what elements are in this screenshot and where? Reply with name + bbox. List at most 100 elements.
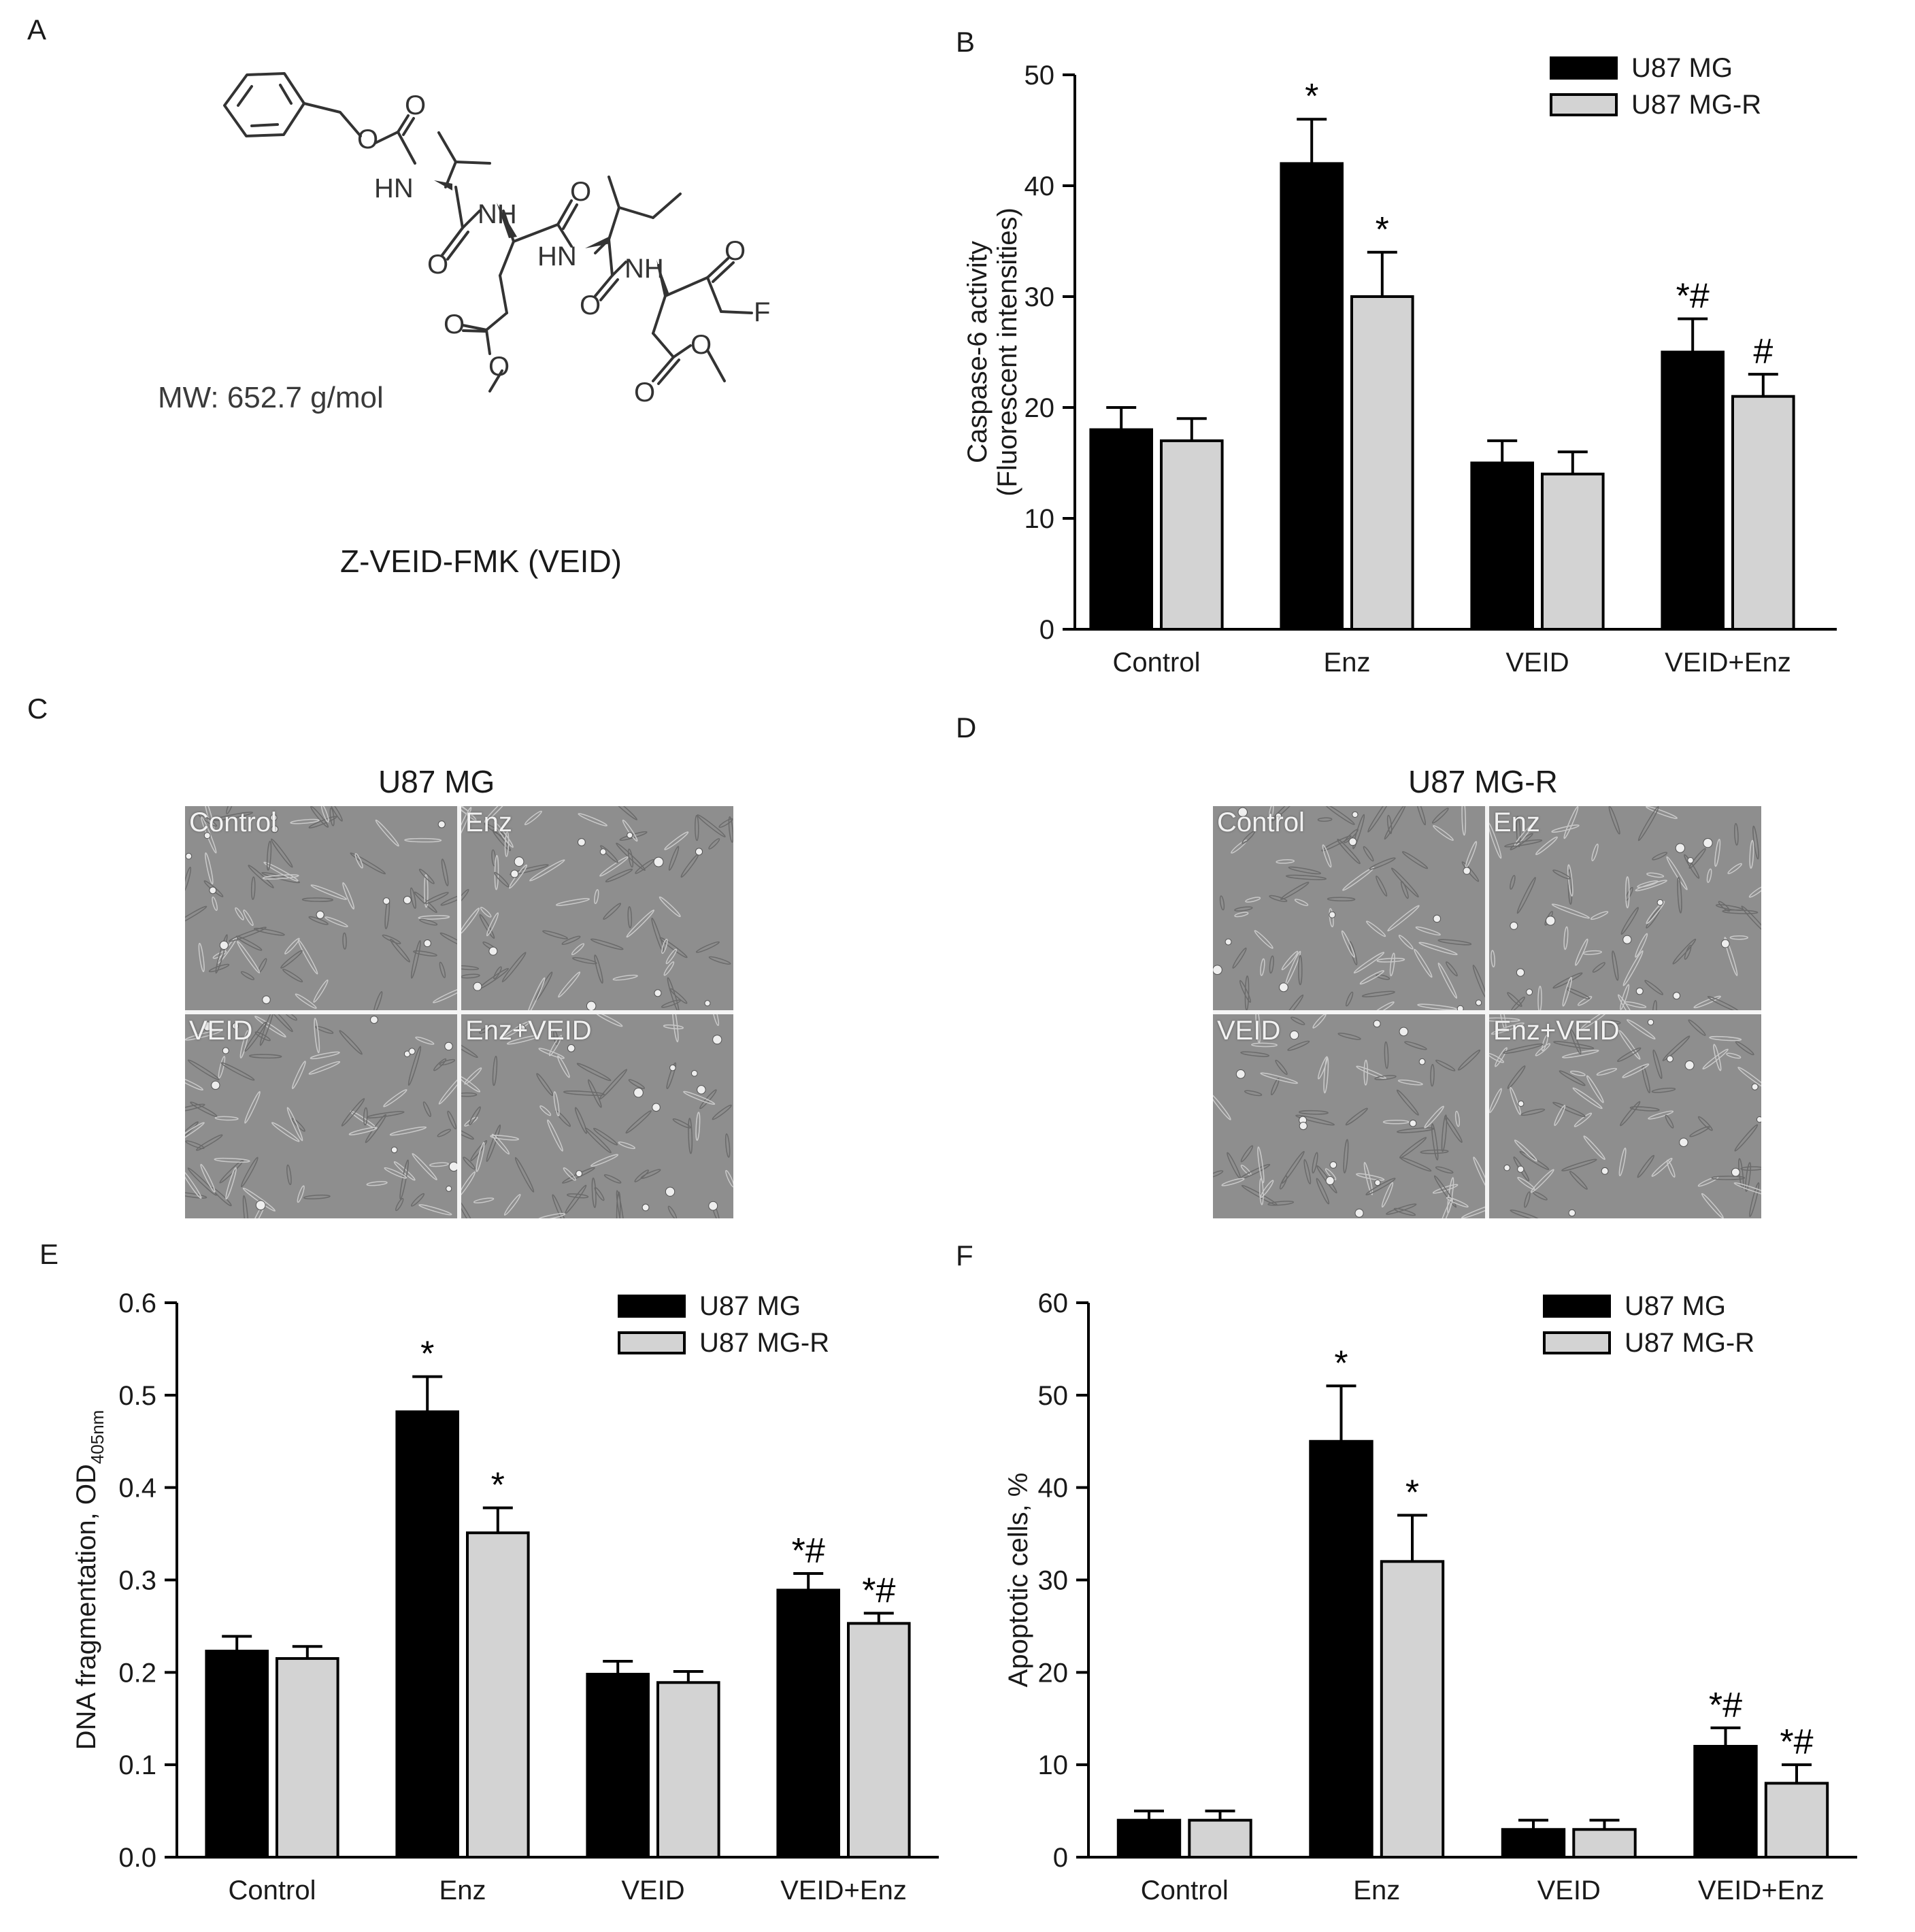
cell-body <box>586 1001 597 1010</box>
cell-shape <box>461 1092 478 1097</box>
cell-shape <box>1376 973 1391 980</box>
cell-body <box>185 852 193 860</box>
cell-shape <box>605 869 633 883</box>
micrograph-u87r-enz: Enz <box>1489 806 1761 1010</box>
cell-shape <box>208 963 230 973</box>
cell-shape <box>1729 935 1748 940</box>
cell-shape <box>1242 831 1256 844</box>
cell-shape <box>1569 1070 1586 1076</box>
cell-shape <box>664 831 689 850</box>
y-tick-label: 20 <box>1038 1658 1069 1688</box>
cell-body <box>1354 1208 1364 1218</box>
y-tick-label: 40 <box>1025 171 1055 201</box>
bar <box>1188 1818 1252 1859</box>
cell-shape <box>1342 867 1375 891</box>
cell-shape <box>215 934 228 974</box>
cell-shape <box>1363 846 1374 862</box>
legend-label: U87 MG-R <box>1631 90 1761 120</box>
cell-shape <box>185 1076 204 1090</box>
cell-shape <box>493 966 502 980</box>
x-tick-label: VEID+Enz <box>1698 1876 1825 1905</box>
cell-shape <box>1473 1156 1485 1194</box>
cell-body <box>708 1201 718 1211</box>
cell-body <box>1237 807 1248 818</box>
cell-shape <box>484 806 512 823</box>
cell-body <box>1516 968 1525 977</box>
cell-shape <box>1353 952 1385 973</box>
cell-body <box>1329 911 1336 918</box>
cell-shape <box>185 1122 205 1145</box>
cell-shape <box>1623 1001 1647 1008</box>
cell-shape <box>185 1029 222 1041</box>
cell-shape <box>433 1058 447 1071</box>
cell-shape <box>1573 1112 1593 1127</box>
cell-body <box>1352 811 1359 818</box>
cell-shape <box>1666 856 1688 890</box>
cell-shape <box>1317 1056 1328 1080</box>
y-tick-label: 30 <box>1038 1566 1069 1596</box>
cell-shape <box>1651 1157 1673 1177</box>
cell-shape <box>490 1135 520 1141</box>
cell-shape <box>284 1014 297 1021</box>
cell-shape <box>1324 806 1355 825</box>
cell-shape <box>1552 869 1571 880</box>
cell-shape <box>1401 851 1429 869</box>
cell-shape <box>185 1121 199 1144</box>
cell-shape <box>659 896 681 918</box>
cell-shape <box>1457 1049 1481 1071</box>
cell-shape <box>661 938 668 954</box>
cell-culture-texture <box>1213 806 1485 1010</box>
cell-shape <box>1232 947 1247 969</box>
cell-shape <box>1424 1105 1444 1129</box>
micrograph-label: VEID <box>189 1016 253 1046</box>
cell-shape <box>1517 1176 1535 1190</box>
cell-shape <box>270 838 293 868</box>
cell-shape <box>235 907 244 920</box>
significance-marker: * <box>1405 1473 1419 1512</box>
cell-shape <box>712 1104 732 1120</box>
cell-body <box>444 1042 453 1051</box>
cell-shape <box>383 1089 407 1107</box>
cell-shape <box>250 1201 267 1218</box>
cell-shape <box>524 810 542 825</box>
cell-shape <box>1551 903 1591 919</box>
cell-shape <box>600 845 618 863</box>
cell-body <box>1399 1027 1409 1037</box>
bar <box>1280 162 1344 631</box>
cell-shape <box>242 1195 249 1218</box>
cell-shape <box>240 1156 259 1188</box>
cell-shape <box>1441 1114 1448 1152</box>
bar <box>466 1531 530 1859</box>
cell-shape <box>627 848 634 868</box>
cell-shape <box>697 814 726 837</box>
cell-shape <box>552 1194 567 1218</box>
cell-shape <box>212 812 254 821</box>
x-tick-label: VEID <box>1505 648 1569 678</box>
cell-shape <box>339 1030 363 1055</box>
cell-shape <box>1376 876 1388 897</box>
cell-shape <box>616 1190 625 1218</box>
cell-shape <box>469 1106 481 1125</box>
cell-shape <box>1356 1065 1387 1080</box>
cell-body <box>1278 982 1288 993</box>
cell-shape <box>1637 806 1659 842</box>
cell-shape <box>578 813 607 827</box>
cell-body <box>1517 1165 1525 1173</box>
cell-shape <box>214 1157 250 1163</box>
cell-shape <box>595 1014 623 1027</box>
cell-shape <box>1586 1075 1604 1103</box>
cell-shape <box>237 941 261 973</box>
cell-shape <box>1344 829 1359 844</box>
cell-shape <box>1635 880 1667 892</box>
cell-body <box>262 995 271 1004</box>
cell-shape <box>558 971 581 998</box>
cell-shape <box>536 1073 554 1097</box>
cell-shape <box>1363 1162 1373 1195</box>
cell-shape <box>438 1073 457 1105</box>
cell-shape <box>591 1177 597 1208</box>
cell-shape <box>1733 822 1739 846</box>
legend-label: U87 MG-R <box>699 1328 829 1358</box>
cell-shape <box>1433 1175 1457 1208</box>
cell-shape <box>461 806 477 821</box>
cell-shape <box>1583 1135 1605 1161</box>
